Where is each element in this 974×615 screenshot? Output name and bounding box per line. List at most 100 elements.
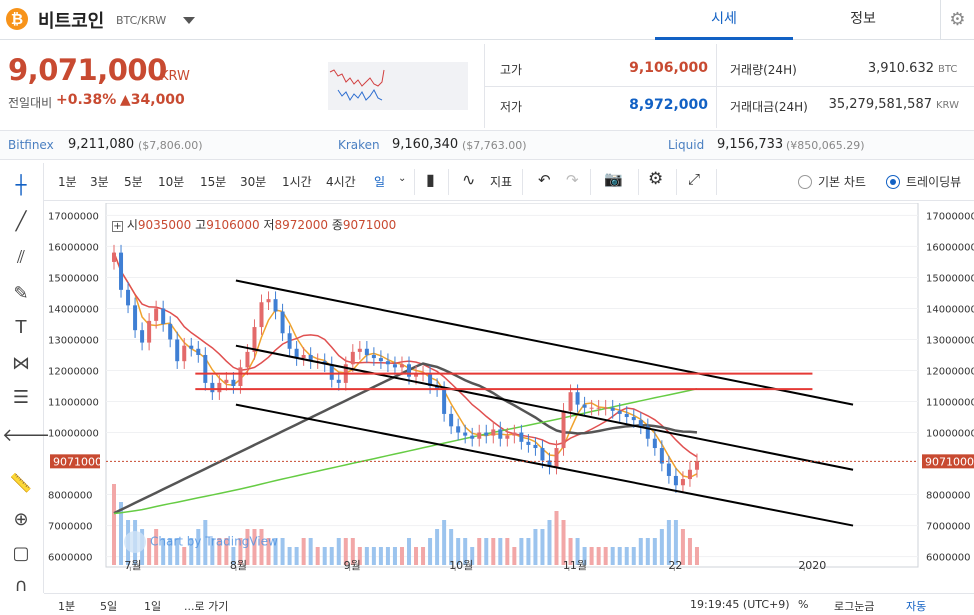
candlestick-icon[interactable]: ▮ [426,170,435,189]
candle-body [484,432,489,436]
interval-1m[interactable]: 1분 [58,175,77,189]
candle-body [659,448,664,464]
candle-body [147,320,152,343]
trendline [235,403,854,527]
range-1m[interactable]: 1분 [58,600,76,613]
candle-body [526,441,531,445]
volume-bar [554,511,559,565]
tradingview-label: 트레이딩뷰 [906,175,962,189]
ruler-icon[interactable]: 📏 [9,473,33,494]
high-value: 9,106,000 [629,60,708,76]
y-tick-label-right: 10000000 [926,429,974,440]
gear-icon[interactable]: ⚙ [940,0,974,40]
crosshair-icon[interactable]: ┼ [15,175,27,196]
tab-market-price[interactable]: 시세 [655,0,793,40]
log-scale-toggle[interactable]: 로그눈금 [834,600,875,613]
price-chart[interactable]: 17000000 17000000 16000000 16000000 15000000… [44,203,974,575]
interval-day[interactable]: 일 [374,175,386,189]
y-tick-label-left: 6000000 [48,553,93,564]
range-5d[interactable]: 5일 [100,600,118,613]
price-unit: KRW [160,69,190,84]
volume-bar [245,529,250,565]
interval-30m[interactable]: 30분 [240,175,267,189]
tradingview-radio[interactable] [886,175,900,189]
chevron-down-icon[interactable]: ⌄ [398,173,407,184]
magnet-icon[interactable]: ∩ [14,575,28,596]
volume-bar [582,547,587,565]
volume-bar [603,547,608,565]
legend-toggle-icon[interactable]: + [112,221,123,232]
candle-body [491,429,496,436]
exchange-foreign-price: ($7,806.00) [138,139,203,152]
header-bar: ₿ 비트코인 BTC/KRW 시세 정보 ⚙ [0,0,974,40]
change-amount: ▲34,000 [120,92,185,108]
interval-3m[interactable]: 3분 [90,175,109,189]
moving-average-line [113,252,698,458]
candle-body [617,410,622,414]
candle-body [673,475,678,486]
volume-bar [392,547,397,565]
candle-body [245,351,250,368]
candle-body [694,461,699,470]
moving-averages [113,252,698,515]
tab-info[interactable]: 정보 [850,11,876,27]
brush-icon[interactable]: ✎ [13,283,29,304]
y-tick-label-left: 10000000 [48,429,99,440]
candle-body [442,389,447,414]
clock: 19:19:45 (UTC+9) [690,598,790,611]
indicator-button[interactable]: 지표 [490,175,513,189]
sparkline [329,69,385,101]
trade-amount-unit: KRW [936,100,959,111]
bottom-bar: 1분 5일 1일 ...로 가기 19:19:45 (UTC+9) % 로그눈금… [44,593,974,615]
y-tick-label-left: 12000000 [48,366,99,377]
interval-10m[interactable]: 10분 [158,175,185,189]
x-tick-label: 11월 [563,559,587,572]
exchange-price: 9,211,080 [68,137,135,152]
settings-icon[interactable]: ⚙ [648,169,664,189]
undo-icon[interactable]: ↶ [538,171,551,189]
zoom-in-icon[interactable]: ⊕ [13,509,29,530]
y-tick-label-left: 7000000 [48,522,93,533]
pitchfork-icon[interactable]: ⫽ [16,247,26,268]
high-label: 고가 [500,63,523,77]
volume-bar [568,538,573,565]
interval-15m[interactable]: 15분 [200,175,227,189]
auto-scale-toggle[interactable]: 자동 [906,600,927,613]
range-1d[interactable]: 1일 [144,600,162,613]
basic-chart-radio[interactable] [798,175,812,189]
volume-bar [182,547,187,565]
arrow-left-icon[interactable]: 🡐 [2,425,51,446]
text-icon[interactable]: T [15,317,27,338]
divider [448,169,449,195]
camera-icon[interactable]: 📷 [604,170,623,188]
redo-icon[interactable]: ↷ [566,171,579,189]
candle-body [126,289,131,306]
high-value: 9106000 [206,218,260,232]
interval-5m[interactable]: 5분 [124,175,143,189]
volume-bar [491,538,496,565]
divider [522,169,523,195]
volume-bar [617,547,622,565]
fib-icon[interactable]: ☰ [12,387,30,408]
indicator-icon[interactable]: ∿ [462,170,476,189]
candle-body [392,364,397,368]
goto-date[interactable]: ...로 가기 [184,600,229,613]
volume-bar [399,547,404,565]
pattern-icon[interactable]: ⋈ [12,353,30,374]
percent-toggle[interactable]: % [798,598,809,611]
fullscreen-icon[interactable]: ⤢ [688,170,701,188]
basic-chart-label: 기본 차트 [818,175,866,189]
interval-1h[interactable]: 1시간 [282,175,312,189]
candle-body [638,420,643,427]
volume-bar [428,538,433,565]
interval-4h[interactable]: 4시간 [326,175,356,189]
volume-bar [119,502,124,565]
candle-body [308,354,313,362]
volume-bar [470,547,475,565]
trash-icon[interactable]: ▢ [12,543,30,564]
chevron-down-icon[interactable] [183,17,195,24]
trendline-icon[interactable]: ╱ [15,211,27,232]
watermark-text: Chart by TradingView [150,534,278,549]
chart-toolbar: 1분 3분 5분 10분 15분 30분 1시간 4시간 일 ⌄ ▮ ∿ 지표 … [44,163,974,201]
candle-body [505,435,510,439]
